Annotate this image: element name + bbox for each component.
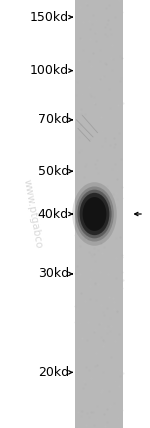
Ellipse shape [75, 187, 114, 241]
Text: 100kd: 100kd [30, 64, 69, 77]
Text: 70kd: 70kd [38, 113, 69, 126]
Text: www.ptgabco: www.ptgabco [22, 178, 44, 250]
Text: 20kd: 20kd [38, 366, 69, 379]
Text: 30kd: 30kd [38, 268, 69, 280]
Ellipse shape [72, 182, 117, 246]
Bar [75, 0, 123, 428]
Ellipse shape [77, 190, 112, 238]
Ellipse shape [83, 197, 106, 231]
Text: 40kd: 40kd [38, 208, 69, 220]
Text: 150kd: 150kd [30, 11, 69, 24]
Ellipse shape [80, 193, 109, 235]
Text: 50kd: 50kd [38, 165, 69, 178]
